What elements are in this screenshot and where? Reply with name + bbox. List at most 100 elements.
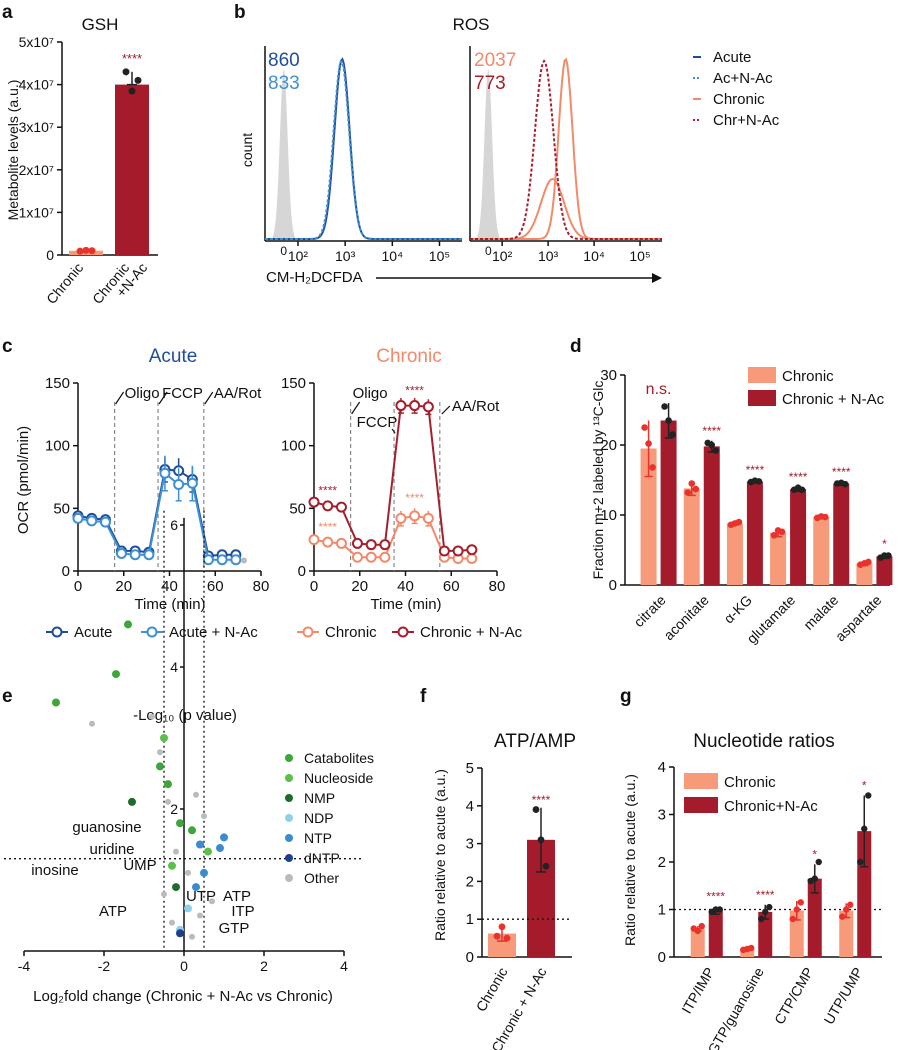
isotype-control-histogram xyxy=(272,69,295,240)
point-label: GTP xyxy=(219,920,250,937)
legend-marker xyxy=(285,754,293,762)
volcano-point xyxy=(204,847,212,856)
data-point xyxy=(716,906,723,913)
significance-marker: **** xyxy=(702,424,721,438)
legend-marker xyxy=(285,874,293,882)
legend-marker xyxy=(302,626,314,638)
bar xyxy=(115,84,149,255)
injection-label: FCCP xyxy=(357,414,398,431)
y-tick-label: 0 xyxy=(298,563,306,580)
data-point xyxy=(351,551,363,563)
significance-marker: **** xyxy=(706,890,725,904)
legend-marker xyxy=(397,626,409,638)
volcano-point xyxy=(112,670,120,679)
volcano-point xyxy=(157,749,163,756)
volcano-point xyxy=(192,883,200,892)
x-tick-label: 10⁴ xyxy=(382,248,404,264)
data-point xyxy=(409,510,421,522)
significance-marker: **** xyxy=(405,383,424,397)
data-point xyxy=(847,901,854,908)
data-point xyxy=(76,247,84,255)
y-tick-label: 3 xyxy=(658,807,666,824)
y-tick-label: 3 xyxy=(466,836,474,853)
x-axis-label: Time (min) xyxy=(370,596,441,613)
data-point xyxy=(335,537,347,549)
bar xyxy=(708,910,723,957)
volcano-point xyxy=(172,883,180,892)
significance-marker: **** xyxy=(756,888,775,902)
y-tick-label: 4 xyxy=(170,659,178,675)
legend-marker xyxy=(285,834,293,842)
y-tick-label: 5 xyxy=(466,760,474,777)
significance-marker: **** xyxy=(832,465,851,479)
data-point xyxy=(99,516,111,528)
data-point xyxy=(129,549,141,561)
y-tick-label: 150 xyxy=(45,375,70,392)
data-point xyxy=(645,440,652,447)
bar xyxy=(683,488,700,585)
data-point xyxy=(466,552,478,564)
x-tick-label: malate xyxy=(800,592,841,633)
volcano-point xyxy=(165,798,171,805)
chart-title: ROS xyxy=(453,15,490,34)
data-point xyxy=(82,246,90,254)
x-tick-label: Chronic xyxy=(43,260,86,307)
point-label: ITP xyxy=(231,903,254,920)
bar xyxy=(703,446,720,585)
mfi-value: 773 xyxy=(474,73,506,94)
data-point xyxy=(335,501,347,513)
data-point xyxy=(797,899,804,906)
x-tick-label: 2 xyxy=(260,958,268,974)
x-tick-label: 80 xyxy=(253,578,270,595)
data-point xyxy=(86,515,98,527)
data-point xyxy=(409,400,421,412)
injection-label: Oligo xyxy=(353,385,388,402)
x-tick-label: 0 xyxy=(310,578,318,595)
data-point xyxy=(202,554,214,566)
data-point xyxy=(134,76,142,84)
y-tick-label: 100 xyxy=(45,438,70,455)
data-point xyxy=(688,480,696,487)
injection-label: AA/Rot xyxy=(214,385,262,402)
legend-label: Catabolites xyxy=(304,750,374,766)
volcano-point xyxy=(200,868,208,877)
x-tick-label: 10³ xyxy=(538,248,559,264)
data-point xyxy=(322,500,334,512)
point-label: inosine xyxy=(31,862,79,879)
x-tick-label: CTP/CMP xyxy=(771,965,816,1028)
data-point xyxy=(841,480,849,488)
significance-marker: **** xyxy=(532,793,551,807)
bar xyxy=(770,532,787,585)
data-point xyxy=(379,551,391,563)
legend-label: Acute + N-Ac xyxy=(169,624,258,641)
legend-marker xyxy=(285,774,293,782)
data-point xyxy=(692,485,700,493)
injection-arrow xyxy=(391,428,396,434)
injection-arrow xyxy=(351,401,361,415)
volcano-point xyxy=(128,797,136,806)
legend-label: Chronic+N-Ac xyxy=(724,798,818,815)
mfi-value: 2037 xyxy=(474,50,516,71)
point-label: UTP xyxy=(186,888,216,905)
x-tick-label: 0 xyxy=(180,958,188,974)
chart-title: GSH xyxy=(82,15,119,34)
point-label: ATP xyxy=(99,903,127,920)
bar xyxy=(746,481,763,585)
x-tick-label: 10² xyxy=(492,248,513,264)
data-point xyxy=(395,400,407,412)
data-point xyxy=(649,464,656,471)
y-tick-label: 20 xyxy=(600,437,617,454)
y-tick-label: 1 xyxy=(466,911,474,928)
data-point xyxy=(669,431,676,438)
data-point xyxy=(665,417,672,424)
legend-label: Chronic + N-Ac xyxy=(782,391,885,408)
injection-label: Oligo xyxy=(125,385,160,402)
significance-marker: **** xyxy=(746,463,765,477)
data-point xyxy=(308,496,320,508)
legend-label: Nucleoside xyxy=(304,770,373,786)
significance-marker: **** xyxy=(318,484,337,498)
x-axis-label: CM-H₂DCFDA xyxy=(266,269,363,286)
y-axis-label: Ratio relative to acute (a.u.) xyxy=(622,774,638,946)
y-tick-label: 4 xyxy=(658,759,666,776)
